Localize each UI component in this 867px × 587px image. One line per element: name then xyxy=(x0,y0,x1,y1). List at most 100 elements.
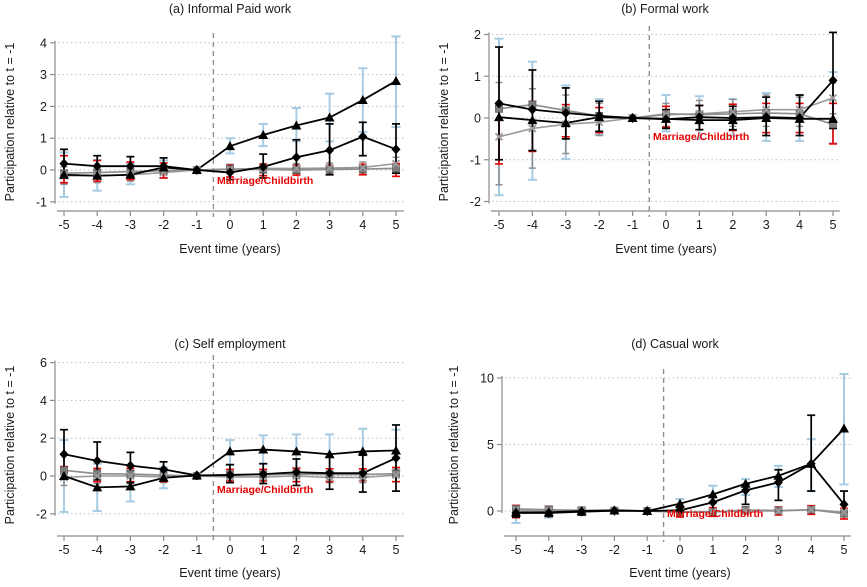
x-tick-label: 0 xyxy=(227,543,234,557)
triangle-marker xyxy=(560,118,571,128)
diamond-marker xyxy=(839,499,849,510)
y-tick-label: 2 xyxy=(40,432,47,446)
triangle-marker xyxy=(324,449,335,459)
plot-content: Marriage/Childbirth -2 0 2 4 6 -5 -4 -3 -2 -1 0 1 2 3 4… xyxy=(36,355,404,557)
x-tick-label: -3 xyxy=(125,218,136,232)
x-tick-label: 2 xyxy=(293,543,300,557)
triangle-marker xyxy=(391,75,401,85)
x-marker xyxy=(741,506,750,516)
x-tick-label: 2 xyxy=(742,543,749,557)
triangle-marker xyxy=(727,115,738,125)
x-tick-label: 3 xyxy=(775,543,782,557)
x-tick-label: -3 xyxy=(125,543,136,557)
triangle-marker xyxy=(59,169,69,179)
y-tick-label: -1 xyxy=(36,195,47,209)
x-tick-label: -2 xyxy=(609,543,620,557)
x-tick-label: -2 xyxy=(594,218,605,232)
y-tick-label: 0 xyxy=(487,505,494,519)
x-marker xyxy=(839,507,849,517)
diamond-marker xyxy=(59,449,69,460)
x-tick-label: 5 xyxy=(393,543,400,557)
x-tick-label: -3 xyxy=(576,543,587,557)
y-axis-label: Participation relative to t = -1 xyxy=(447,366,461,525)
x-marker xyxy=(358,163,367,172)
y-tick-label: 6 xyxy=(40,356,47,370)
x-marker xyxy=(126,471,135,481)
x-tick-label: 1 xyxy=(709,543,716,557)
x-tick-label: -2 xyxy=(158,543,169,557)
y-tick-label: 10 xyxy=(480,372,494,386)
diamond-marker xyxy=(773,477,783,488)
x-axis-label: Event time (years) xyxy=(179,242,280,256)
triangle-marker xyxy=(661,113,671,123)
diamond-marker xyxy=(561,107,571,118)
y-tick-label: -2 xyxy=(36,507,47,521)
x-tick-label: 1 xyxy=(260,218,267,232)
x-tick-label: -1 xyxy=(642,543,653,557)
diamond-marker xyxy=(291,152,301,163)
x-tick-label: -5 xyxy=(510,543,521,557)
triangle-series-line xyxy=(63,80,397,177)
x-tick-label: 3 xyxy=(326,218,333,232)
triangle-marker xyxy=(125,169,136,179)
diamond-marker xyxy=(59,158,69,169)
y-axis-label: Participation relative to t = -1 xyxy=(3,43,17,202)
panel-self-employment: (c) Self employment Participation relati… xyxy=(0,293,433,586)
y-tick-label: 0 xyxy=(40,164,47,178)
x-marker xyxy=(774,506,783,516)
x-tick-label: 4 xyxy=(359,543,366,557)
triangle-marker xyxy=(191,470,202,480)
diamond-marker xyxy=(358,468,368,479)
x-tick-label: 5 xyxy=(393,218,400,232)
event-annotation: Marriage/Childbirth xyxy=(653,131,749,143)
triangle-marker xyxy=(740,478,751,488)
diamond-marker xyxy=(325,145,335,156)
event-annotation: Marriage/Childbirth xyxy=(217,175,313,187)
triangle-marker xyxy=(125,481,136,491)
x-tick-label: -1 xyxy=(627,218,638,232)
x-tick-label: 4 xyxy=(359,218,366,232)
x-tick-label: -1 xyxy=(191,218,202,232)
diamond-marker xyxy=(828,75,838,86)
panel-title: (d) Casual work xyxy=(631,337,719,351)
y-tick-label: -2 xyxy=(470,195,481,209)
diamond-marker xyxy=(741,485,751,496)
panel-informal-paid-work: (a) Informal Paid work Participation rel… xyxy=(0,0,433,293)
triangle-marker xyxy=(839,423,849,433)
triangle-marker xyxy=(494,112,504,122)
y-tick-label: 4 xyxy=(40,36,47,50)
x-tick-label: -3 xyxy=(560,218,571,232)
y-tick-label: 5 xyxy=(487,438,494,452)
triangle-marker xyxy=(511,507,521,517)
x-tick-label: -4 xyxy=(92,543,103,557)
plot-self-employment: (c) Self employment Participation relati… xyxy=(3,337,404,580)
diamond-marker xyxy=(325,468,335,479)
diamond-marker xyxy=(708,497,718,508)
square-marker xyxy=(126,470,135,479)
plot-formal-work: (b) Formal work Participation relative t… xyxy=(437,2,840,256)
triangle-marker xyxy=(761,113,772,122)
diamond-marker xyxy=(258,161,268,172)
diamond-marker xyxy=(258,469,268,480)
x-marker xyxy=(762,105,771,114)
plot-casual-work: (d) Casual work Participation relative t… xyxy=(447,337,851,580)
diamond-marker xyxy=(527,104,537,115)
diamond-marker xyxy=(391,144,401,155)
x-axis-label: Event time (years) xyxy=(615,242,716,256)
square-marker xyxy=(840,509,848,518)
panel-title: (b) Formal work xyxy=(621,2,709,16)
x-marker xyxy=(828,93,838,103)
x-tick-label: 0 xyxy=(677,543,684,557)
triangle-marker xyxy=(828,113,838,123)
x-tick-label: 0 xyxy=(663,218,670,232)
x-tick-label: 4 xyxy=(808,543,815,557)
triangle-marker xyxy=(191,165,202,174)
triangle-marker xyxy=(225,446,235,456)
triangle-marker xyxy=(357,95,368,105)
x-tick-label: -1 xyxy=(191,543,202,557)
triangle-marker xyxy=(258,130,269,140)
triangle-marker xyxy=(158,472,169,482)
triangle-marker xyxy=(694,115,705,125)
y-tick-label: 3 xyxy=(40,68,47,82)
